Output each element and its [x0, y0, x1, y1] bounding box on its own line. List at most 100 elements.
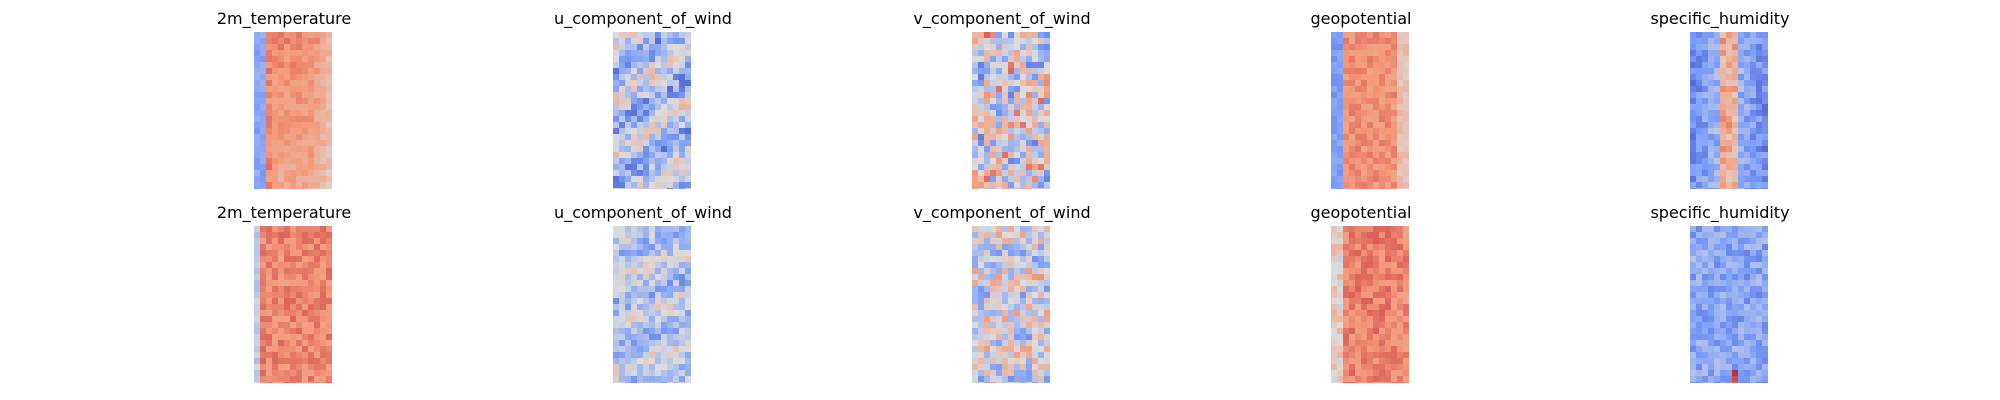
heatmap-cell	[1738, 182, 1745, 189]
heatmap-cell	[1343, 122, 1350, 129]
heatmap-cell	[296, 164, 303, 171]
heatmap-cell	[637, 92, 644, 99]
heatmap-cell	[655, 50, 662, 57]
heatmap-cell	[302, 226, 309, 233]
heatmap-cell	[1732, 340, 1739, 347]
heatmap-cell	[1720, 164, 1727, 171]
heatmap-cell	[1726, 32, 1733, 39]
heatmap-cell	[1337, 80, 1344, 87]
heatmap-cell	[272, 188, 279, 189]
heatmap-cell	[655, 62, 662, 69]
heatmap-cell	[613, 38, 620, 45]
heatmap-cell	[1385, 110, 1392, 117]
heatmap-cell	[1337, 340, 1344, 347]
heatmap-cell	[1008, 188, 1015, 189]
heatmap-cell	[1397, 364, 1404, 371]
heatmap-cell	[1343, 182, 1350, 189]
heatmap-cell	[1020, 364, 1027, 371]
heatmap-cell	[1026, 316, 1033, 323]
heatmap-cell	[1690, 382, 1697, 383]
heatmap-cell	[296, 116, 303, 123]
heatmap-cell	[260, 122, 267, 129]
heatmap-cell	[1702, 62, 1709, 69]
heatmap-cell	[1756, 158, 1763, 165]
heatmap-cell	[1696, 56, 1703, 63]
heatmap-cell	[284, 50, 291, 57]
heatmap-cell	[1750, 38, 1757, 45]
heatmap-cell	[1762, 298, 1768, 305]
heatmap-cell	[625, 116, 632, 123]
heatmap-cell	[1020, 232, 1027, 239]
heatmap-cell	[320, 292, 327, 299]
heatmap-cell	[1367, 334, 1374, 341]
heatmap-cell	[613, 116, 620, 123]
heatmap-cell	[978, 316, 985, 323]
heatmap-cell	[1720, 56, 1727, 63]
heatmap-cell	[266, 152, 273, 159]
heatmap-cell	[308, 376, 315, 383]
heatmap-cell	[1008, 382, 1015, 383]
heatmap-cell	[1738, 152, 1745, 159]
heatmap-cell	[1744, 238, 1751, 245]
heatmap-cell	[1020, 128, 1027, 135]
heatmap-cell	[278, 244, 285, 251]
heatmap-cell	[1379, 310, 1386, 317]
heatmap-cell	[1331, 238, 1338, 245]
heatmap-cell	[278, 116, 285, 123]
heatmap-cell	[685, 226, 691, 233]
heatmap-cell	[272, 32, 279, 39]
heatmap-cell	[972, 358, 979, 365]
heatmap-cell	[679, 62, 686, 69]
heatmap-cell	[685, 170, 691, 177]
heatmap-cell	[278, 122, 285, 129]
heatmap-cell	[1403, 238, 1409, 245]
heatmap-cell	[1343, 322, 1350, 329]
heatmap-cell	[1750, 286, 1757, 293]
heatmap-cell	[302, 310, 309, 317]
heatmap-cell	[984, 376, 991, 383]
heatmap-cell	[260, 304, 267, 311]
heatmap-cell	[314, 310, 321, 317]
heatmap-cell	[972, 244, 979, 251]
heatmap-cell	[1744, 158, 1751, 165]
heatmap-cell	[1044, 250, 1050, 257]
heatmap-cell	[679, 128, 686, 135]
heatmap-cell	[1756, 182, 1763, 189]
heatmap-cell	[308, 74, 315, 81]
heatmap-cell	[637, 74, 644, 81]
heatmap-cell	[619, 110, 626, 117]
heatmap-cell	[272, 352, 279, 359]
heatmap-cell	[1026, 56, 1033, 63]
heatmap-cell	[649, 176, 656, 183]
heatmap-cell	[1002, 322, 1009, 329]
heatmap-cell	[1361, 38, 1368, 45]
heatmap-cell	[631, 268, 638, 275]
heatmap-cell	[667, 226, 674, 233]
heatmap-cell	[1391, 146, 1398, 153]
heatmap-cell	[1391, 322, 1398, 329]
heatmap-cell	[1690, 322, 1697, 329]
heatmap-cell	[1726, 158, 1733, 165]
heatmap-cell	[308, 152, 315, 159]
heatmap-cell	[290, 128, 297, 135]
heatmap-cell	[278, 340, 285, 347]
heatmap-cell	[278, 158, 285, 165]
heatmap-cell	[1044, 298, 1050, 305]
heatmap-cell	[1044, 256, 1050, 263]
heatmap-cell	[679, 146, 686, 153]
heatmap-cell	[1361, 244, 1368, 251]
heatmap-cell	[1702, 298, 1709, 305]
heatmap-cell	[326, 62, 332, 69]
heatmap-cell	[308, 62, 315, 69]
heatmap-cell	[1720, 110, 1727, 117]
heatmap-cell	[685, 62, 691, 69]
heatmap-cell	[302, 328, 309, 335]
heatmap-cell	[1373, 188, 1380, 189]
heatmap-cell	[1756, 68, 1763, 75]
heatmap-cell	[1744, 340, 1751, 347]
heatmap-cell	[1385, 104, 1392, 111]
heatmap-cell	[996, 32, 1003, 39]
heatmap-cell	[1337, 74, 1344, 81]
heatmap-cell	[1026, 74, 1033, 81]
heatmap-cell	[613, 68, 620, 75]
